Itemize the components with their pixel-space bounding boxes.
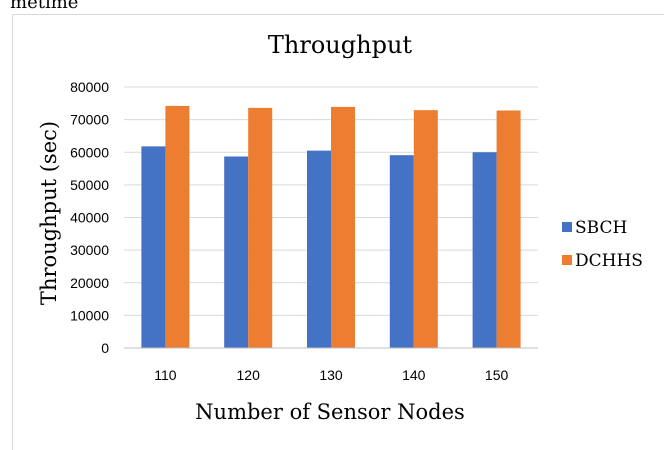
y-axis-ticks: 0 10000 20000 30000 40000 50000 60000 70000 8000…	[70, 79, 109, 356]
bar-dchhs-120	[248, 107, 273, 348]
y-tick-label: 40000	[70, 210, 109, 226]
bar-dchhs-110	[165, 105, 190, 348]
top-fragment-text: metime	[10, 0, 79, 13]
x-tick-label: 110	[154, 367, 177, 383]
y-tick-label: 80000	[70, 79, 109, 95]
y-axis-label: Throughput (sec)	[37, 121, 61, 305]
x-tick-label: 120	[237, 367, 261, 383]
bars	[141, 105, 521, 349]
y-tick-label: 60000	[70, 144, 109, 160]
y-tick-label: 10000	[70, 307, 109, 323]
x-axis-ticks: 110 120 130 140 150	[154, 367, 508, 383]
x-axis-label: Number of Sensor Nodes	[195, 400, 465, 424]
bar-sbch-110	[141, 146, 166, 348]
legend-swatch-dchhs	[562, 255, 572, 265]
legend-swatch-sbch	[562, 222, 572, 232]
bar-dchhs-140	[413, 110, 438, 348]
legend-label-sbch: SBCH	[575, 218, 627, 238]
bar-dchhs-150	[496, 110, 521, 349]
grid-lines	[124, 86, 538, 316]
chart-title: Throughput	[268, 31, 412, 59]
x-tick-label: 140	[402, 367, 426, 383]
y-tick-label: 30000	[70, 242, 109, 258]
bar-sbch-120	[224, 156, 249, 348]
legend-label-dchhs: DCHHS	[575, 251, 643, 271]
bar-sbch-150	[472, 152, 497, 348]
y-tick-label: 0	[101, 340, 109, 356]
legend: SBCH DCHHS	[562, 218, 643, 271]
bar-dchhs-130	[331, 106, 355, 349]
x-tick-label: 150	[485, 367, 509, 383]
bar-sbch-140	[389, 155, 414, 348]
y-tick-label: 70000	[70, 112, 109, 128]
chart-frame	[12, 14, 664, 450]
y-tick-label: 50000	[70, 177, 109, 193]
y-tick-label: 20000	[70, 275, 109, 291]
bar-sbch-130	[307, 150, 331, 348]
x-tick-label: 130	[319, 367, 343, 383]
